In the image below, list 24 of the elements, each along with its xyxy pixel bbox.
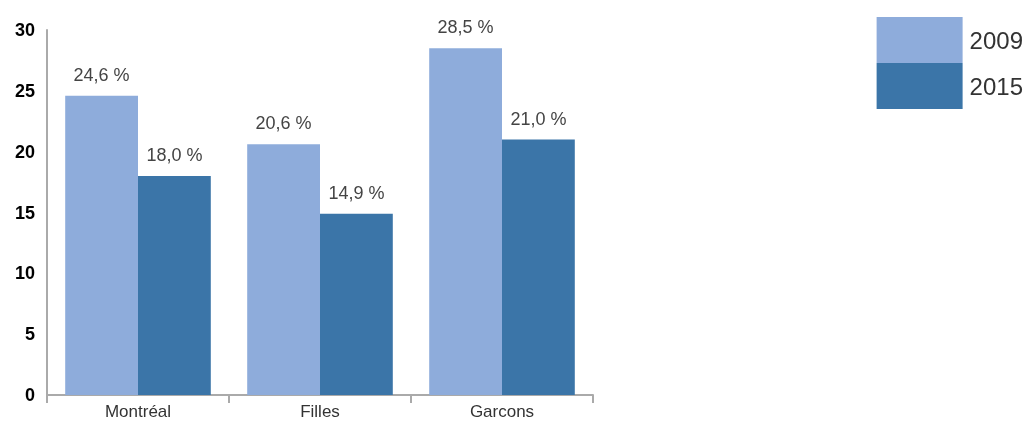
y-tick-label: 15 bbox=[14, 202, 35, 223]
y-tick-label: 25 bbox=[14, 80, 35, 101]
legend-label: 2009 bbox=[969, 26, 1023, 54]
bar bbox=[65, 95, 138, 395]
bar bbox=[138, 176, 211, 395]
bar bbox=[247, 144, 320, 395]
data-label: 21,0 % bbox=[510, 108, 567, 129]
data-label: 28,5 % bbox=[437, 17, 494, 38]
data-label: 24,6 % bbox=[73, 64, 130, 85]
y-tick-label: 5 bbox=[24, 324, 35, 345]
x-tick-label: Montréal bbox=[104, 402, 172, 421]
data-label: 18,0 % bbox=[146, 145, 203, 165]
x-tick-label: Garcons bbox=[469, 402, 535, 421]
bar bbox=[502, 139, 575, 395]
x-tick-label: Filles bbox=[300, 402, 340, 421]
data-label: 20,6 % bbox=[255, 113, 312, 134]
y-tick-label: 20 bbox=[14, 141, 35, 162]
legend-label: 2015 bbox=[969, 72, 1023, 100]
y-tick-label: 10 bbox=[14, 263, 35, 284]
y-tick-label: 30 bbox=[14, 20, 35, 40]
bar bbox=[429, 48, 502, 395]
data-label: 14,9 % bbox=[328, 182, 385, 203]
y-tick-label: 0 bbox=[24, 385, 35, 405]
bar bbox=[320, 213, 393, 395]
